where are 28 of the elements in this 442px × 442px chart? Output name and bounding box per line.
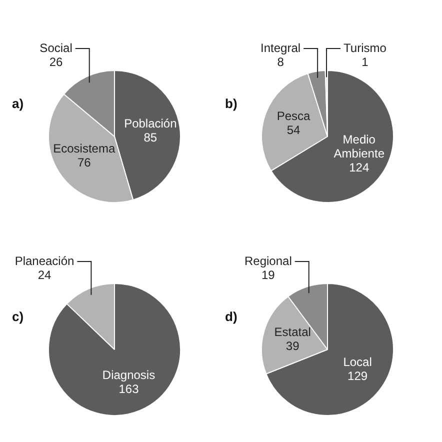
text: a) — [12, 96, 24, 111]
text: d) — [225, 308, 238, 324]
slice-label: Integral — [260, 40, 301, 55]
data-label: 124 — [349, 160, 370, 175]
slice-label: Población — [124, 116, 177, 131]
text: c) — [12, 308, 24, 324]
slice-label: Medio Ambiente — [334, 132, 385, 161]
slice-label: Regional — [244, 254, 292, 268]
slice-label: Diagnosis — [102, 368, 156, 382]
slice-label: Estatal — [274, 324, 311, 339]
data-label: 8 — [277, 54, 284, 69]
data-label: 1 — [362, 54, 369, 69]
data-label: 39 — [286, 338, 300, 353]
data-label: 85 — [144, 130, 158, 145]
slice-label: Turismo — [344, 40, 387, 55]
slice-label: Pesca — [276, 108, 311, 123]
data-label: 19 — [261, 268, 276, 282]
data-label: 129 — [348, 369, 368, 384]
data-label: 24 — [38, 268, 52, 282]
data-label: 26 — [49, 54, 64, 69]
text: b) — [225, 96, 238, 111]
slice-label: Local — [343, 355, 372, 370]
slice-label: Ecosistema — [53, 142, 116, 156]
slice-label: Planeación — [14, 254, 74, 268]
data-label: 54 — [286, 122, 301, 137]
data-label: 76 — [77, 156, 92, 170]
data-label: 163 — [118, 382, 140, 396]
slice-label: Social — [40, 40, 72, 55]
